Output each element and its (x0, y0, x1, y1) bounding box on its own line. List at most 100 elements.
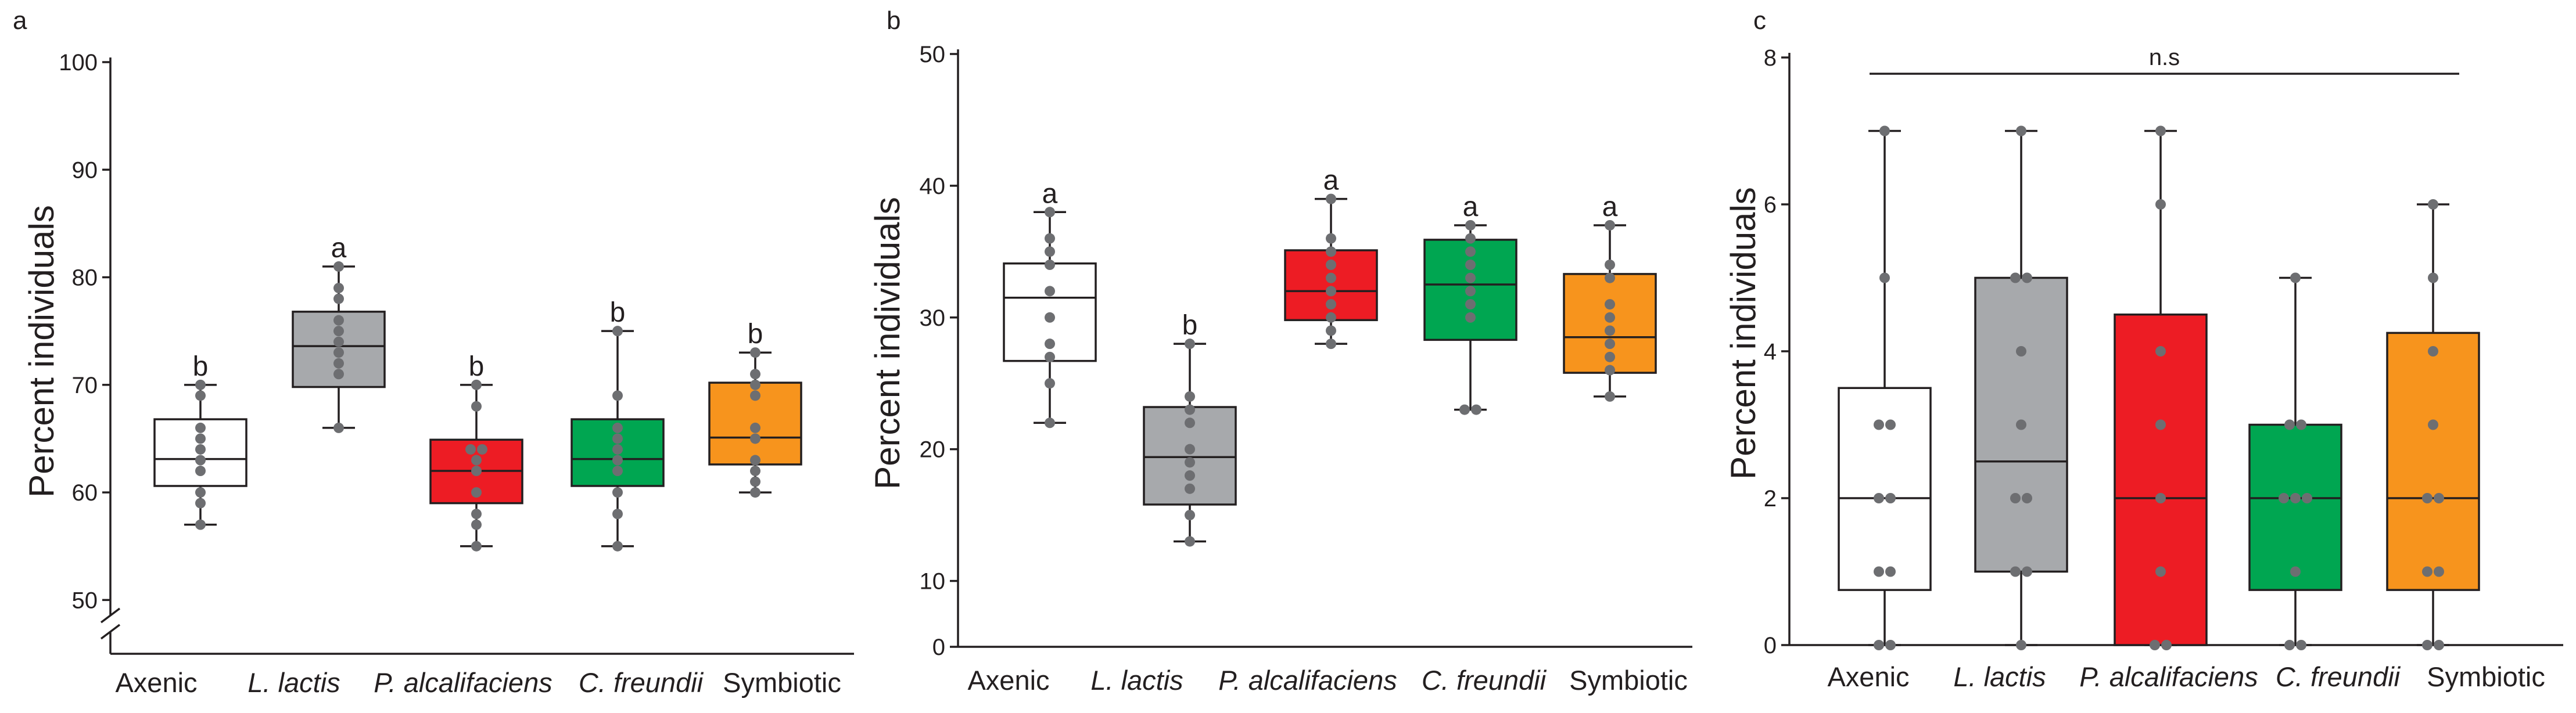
data-point-p-alcalifaciens (2155, 493, 2166, 503)
panel-letter: a (13, 6, 27, 35)
box-symbiotic (2386, 332, 2480, 591)
data-point-l-lactis (2022, 493, 2032, 503)
data-point-axenic (1045, 417, 1055, 428)
y-tick-label: 6 (1764, 192, 1777, 218)
data-point-symbiotic (1605, 339, 1615, 350)
data-point-c-freundii (2279, 493, 2289, 503)
y-tick-label: 0 (932, 635, 945, 660)
data-point-l-lactis (333, 369, 344, 380)
box-group-c-freundii: a (1423, 192, 1517, 415)
y-tick-label: 60 (72, 480, 98, 506)
data-point-l-lactis (2016, 419, 2026, 430)
data-point-symbiotic (1605, 219, 1615, 231)
data-point-p-alcalifaciens (1326, 193, 1336, 204)
data-point-axenic (1045, 339, 1055, 350)
data-point-l-lactis (1185, 457, 1195, 468)
data-point-symbiotic (1605, 299, 1615, 310)
data-point-axenic (1045, 260, 1055, 271)
data-point-axenic (195, 487, 206, 498)
data-point-l-lactis (333, 422, 344, 433)
significance-label-p-alcalifaciens: b (469, 351, 485, 382)
category-label-c-freundii: C. freundii (579, 667, 704, 698)
data-point-axenic (1874, 419, 1884, 430)
significance-label-axenic: a (1042, 178, 1058, 209)
data-point-l-lactis (2022, 566, 2032, 577)
data-point-symbiotic (750, 347, 760, 358)
data-point-axenic (1045, 378, 1055, 389)
data-point-c-freundii (612, 433, 623, 444)
data-point-symbiotic (750, 433, 760, 444)
significance-label-axenic: b (193, 351, 209, 382)
box-group-p-alcalifaciens: b (429, 351, 523, 552)
data-point-p-alcalifaciens (1326, 260, 1336, 271)
data-point-p-alcalifaciens (2155, 199, 2166, 210)
data-point-c-freundii (612, 466, 623, 477)
data-point-c-freundii (1465, 286, 1476, 297)
panel-letter: c (1753, 6, 1766, 35)
data-point-p-alcalifaciens (1326, 312, 1336, 323)
data-point-symbiotic (2428, 199, 2438, 210)
data-point-p-alcalifaciens (1326, 286, 1336, 297)
data-point-c-freundii (1465, 299, 1476, 310)
data-point-p-alcalifaciens (2155, 419, 2166, 430)
category-label-symbiotic: Symbiotic (723, 667, 841, 698)
category-label-symbiotic: Symbiotic (2427, 661, 2545, 692)
data-point-symbiotic (750, 455, 760, 466)
y-tick-label: 50 (72, 588, 98, 613)
y-tick-label: 0 (1764, 633, 1777, 658)
data-point-symbiotic (2422, 493, 2433, 503)
y-tick-label: 50 (920, 42, 946, 67)
data-point-symbiotic (1605, 312, 1615, 323)
data-point-c-freundii (612, 422, 623, 433)
data-point-axenic (1885, 419, 1896, 430)
data-point-l-lactis (333, 315, 344, 326)
data-point-l-lactis (1185, 483, 1195, 494)
box-group-c-freundii (2248, 272, 2342, 650)
data-point-p-alcalifaciens (1326, 246, 1336, 257)
data-point-axenic (1045, 312, 1055, 323)
y-axis-label: Percent individuals (22, 205, 61, 498)
category-label-l-lactis: L. lactis (1953, 661, 2046, 692)
data-point-p-alcalifaciens (471, 466, 482, 477)
ns-label: n.s (2149, 45, 2180, 70)
data-point-l-lactis (1185, 510, 1195, 521)
data-point-p-alcalifaciens (1326, 339, 1336, 350)
data-point-l-lactis (333, 283, 344, 294)
data-point-symbiotic (750, 422, 760, 433)
data-point-symbiotic (2422, 640, 2433, 650)
y-tick-label: 2 (1764, 486, 1777, 512)
data-point-p-alcalifaciens (1326, 272, 1336, 283)
data-point-symbiotic (2434, 493, 2444, 503)
box-group-c-freundii: b (571, 297, 665, 552)
data-point-c-freundii (612, 390, 623, 401)
data-point-symbiotic (750, 369, 760, 380)
data-point-p-alcalifaciens (471, 509, 482, 520)
data-point-c-freundii (612, 326, 623, 337)
category-label-l-lactis: L. lactis (1090, 665, 1183, 696)
y-tick-label: 30 (920, 305, 946, 331)
data-point-l-lactis (2010, 566, 2021, 577)
data-point-c-freundii (1459, 404, 1470, 415)
data-point-axenic (195, 498, 206, 509)
data-point-symbiotic (750, 476, 760, 487)
data-point-axenic (1874, 640, 1884, 650)
y-tick-label: 4 (1764, 339, 1777, 365)
data-point-axenic (1874, 493, 1884, 503)
data-point-l-lactis (2016, 346, 2026, 356)
y-tick-label: 90 (72, 157, 98, 183)
data-point-axenic (1045, 286, 1055, 297)
data-point-c-freundii (1465, 312, 1476, 323)
data-point-p-alcalifaciens (471, 455, 482, 466)
category-label-p-alcalifaciens: P. alcalifaciens (374, 667, 552, 698)
category-label-c-freundii: C. freundii (2276, 661, 2401, 692)
box-axenic (1838, 387, 1932, 591)
data-point-p-alcalifaciens (2150, 640, 2160, 650)
data-point-c-freundii (2290, 272, 2301, 283)
data-point-axenic (195, 422, 206, 433)
category-label-l-lactis: L. lactis (247, 667, 340, 698)
y-tick-label: 10 (920, 569, 946, 595)
box-p-alcalifaciens (2114, 314, 2208, 646)
data-point-symbiotic (2422, 566, 2433, 577)
box-group-l-lactis: a (292, 233, 386, 433)
